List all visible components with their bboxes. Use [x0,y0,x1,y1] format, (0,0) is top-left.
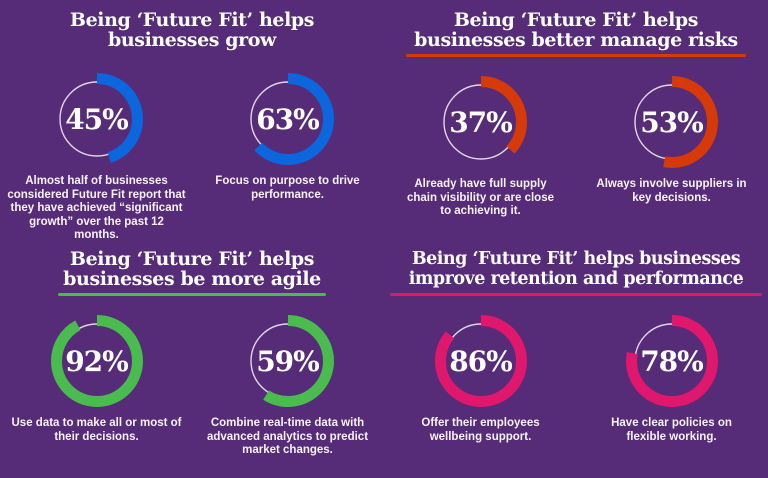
section-title: Being ‘Future Fit’ helps businesses bett… [414,10,738,50]
stat-45: 45% Almost half of businesses considered… [5,71,188,239]
section-title-line1: Being ‘Future Fit’ helps [453,9,699,31]
stats-row: 92% Use data to make all or most of thei… [0,313,384,458]
stat-53: 53% Always involve suppliers in key deci… [580,74,763,219]
donut-chart-45: 45% [49,71,145,167]
stat-caption: Have clear policies on flexible working. [611,417,732,443]
section-title-line2: businesses better manage risks [414,29,738,51]
stats-row: 86% Offer their employees wellbeing supp… [384,313,768,444]
donut-svg [625,76,718,168]
section-title: Being ‘Future Fit’ helps businesses grow [69,9,315,51]
percent-label: 92% [65,345,129,378]
donut-svg [50,315,143,407]
donut-chart-92: 92% [49,313,145,409]
stat-caption: Almost half of businesses considered Fut… [7,175,186,239]
section-title-line1: Being ‘Future Fit’ helps businesses [411,249,741,269]
stat-78: 78% Have clear policies on flexible work… [580,313,763,444]
stat-caption: Focus on purpose to drive performance. [215,175,360,201]
stat-caption: Combine real-time data with advanced ana… [206,417,369,456]
section-title-line2: businesses be more agile [63,268,321,290]
donut-progress-arc [434,315,527,407]
stats-row: 45% Almost half of businesses considered… [0,71,384,239]
donut-chart-59: 59% [240,313,336,409]
section-title-line2: businesses grow [107,29,277,51]
donut-chart-86: 86% [433,313,529,409]
percent-label: 45% [65,103,129,136]
section-manage-risks: Being ‘Future Fit’ helps businesses bett… [384,0,768,239]
donut-progress-arc [241,315,334,407]
stat-caption: Always involve suppliers in key decision… [596,178,747,204]
donut-svg [625,315,718,407]
stat-caption: Offer their employees wellbeing support. [421,417,540,443]
section-more-agile: Being ‘Future Fit’ helps businesses be m… [0,239,384,478]
heading-underline [390,293,762,296]
donut-progress-arc [50,315,143,407]
section-retention-performance: Being ‘Future Fit’ helps businesses impr… [384,239,768,478]
donut-svg [434,76,527,168]
stat-59: 59% Combine real-time data with advanced… [196,313,379,458]
stat-caption: Already have full supply chain visibilit… [406,178,554,217]
section-title: Being ‘Future Fit’ helps businesses impr… [408,249,744,289]
section-title-line1: Being ‘Future Fit’ helps [69,248,315,270]
donut-progress-arc [50,73,143,165]
percent-label: 63% [256,103,320,136]
heading-underline [406,54,746,57]
section-title-line1: Being ‘Future Fit’ helps [69,9,315,31]
donut-chart-37: 37% [433,74,529,170]
stat-86: 86% Offer their employees wellbeing supp… [389,313,572,444]
donut-svg [434,315,527,407]
donut-svg [241,315,334,407]
percent-label: 78% [640,345,704,378]
section-title-line2: improve retention and performance [408,269,744,289]
donut-progress-arc [241,73,334,165]
stats-row: 37% Already have full supply chain visib… [384,74,768,219]
percent-label: 37% [449,106,513,139]
section-grow: Being ‘Future Fit’ helps businesses grow… [0,0,384,239]
stat-92: 92% Use data to make all or most of thei… [5,313,188,458]
donut-svg [50,73,143,165]
donut-chart-78: 78% [624,313,720,409]
donut-chart-53: 53% [624,74,720,170]
donut-progress-arc [434,76,527,168]
stat-63: 63% Focus on purpose to drive performanc… [196,71,379,239]
percent-label: 53% [640,106,704,139]
donut-progress-arc [625,76,718,168]
percent-label: 59% [256,345,320,378]
section-title: Being ‘Future Fit’ helps businesses be m… [63,249,321,289]
stat-37: 37% Already have full supply chain visib… [389,74,572,219]
donut-progress-arc [625,315,718,407]
heading-underline [58,293,326,296]
stat-caption: Use data to make all or most of their de… [11,417,182,443]
donut-chart-63: 63% [240,71,336,167]
donut-svg [241,73,334,165]
percent-label: 86% [449,345,513,378]
